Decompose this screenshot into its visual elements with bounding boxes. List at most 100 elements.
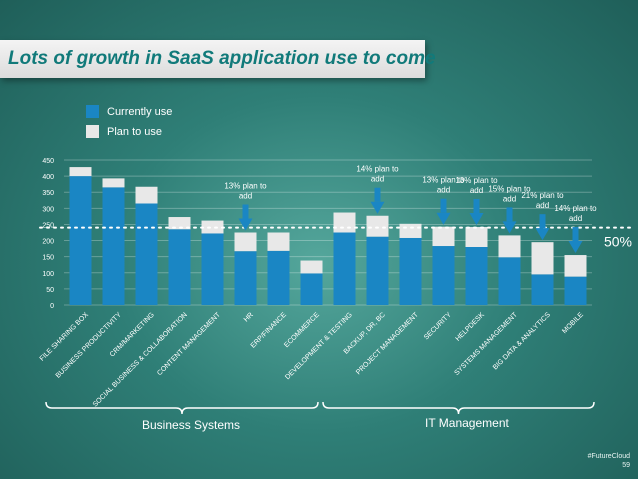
y-axis: 0 50 100 150 200 250 300 350 400 450 [42, 158, 54, 310]
x-tick-label: MOBILE [561, 311, 585, 335]
x-tick-label: SYSTEMS MANAGEMENT [453, 311, 519, 377]
y-tick-label: 450 [42, 158, 54, 165]
annotation-text: 21% plan to [521, 191, 564, 200]
legend-current-swatch [86, 105, 99, 118]
legend-current: Currently use [86, 105, 172, 118]
plan-arrow-icon [469, 199, 484, 226]
arrow-head [469, 213, 484, 226]
plan-arrow-icon [436, 198, 451, 225]
x-tick-label: BIG DATA & ANALYTICS [492, 311, 552, 371]
bar-plan [564, 255, 587, 277]
arrow-shaft [539, 214, 546, 229]
bar-current [465, 247, 488, 305]
bar-plan [399, 223, 422, 238]
bar-plan [366, 215, 389, 237]
arrow-shaft [572, 227, 579, 242]
annotation-text: add [569, 214, 582, 223]
bar-plan [168, 217, 191, 230]
annotation-text: 14% plan to [356, 165, 399, 174]
arrow-head [370, 201, 385, 214]
y-tick-label: 100 [42, 271, 54, 278]
x-tick-label: DEVELOPMENT & TESTING [284, 311, 354, 381]
x-tick-label: BUSINESS PRODUCTIVITY [55, 311, 123, 379]
annotation-text: 13% plan to [422, 176, 465, 185]
y-tick-label: 400 [42, 174, 54, 181]
arrow-shaft [440, 198, 447, 213]
bar-current [201, 233, 224, 305]
legend-plan-label: Plan to use [107, 125, 163, 138]
annotation-text: add [371, 175, 384, 184]
y-tick-label: 350 [42, 190, 54, 197]
bar-current [102, 187, 125, 305]
bar-plan [300, 260, 323, 274]
arrow-head [568, 241, 583, 254]
arrow-head [502, 221, 517, 234]
it-management-brace [322, 401, 595, 415]
annotation-text: 13% plan to [224, 182, 267, 191]
arrow-shaft [242, 204, 249, 219]
bar-plan [267, 232, 290, 251]
bar-current [399, 237, 422, 305]
bar-current [135, 203, 158, 305]
group-label-it: IT Management [425, 416, 509, 430]
bar-current [168, 229, 191, 305]
annotation-text: 13% plan to [455, 176, 498, 185]
x-tick-label: CONTENT MANAGEMENT [156, 311, 222, 377]
title-bar: Lots of growth in SaaS application use t… [0, 40, 436, 78]
arrow-head [535, 228, 550, 241]
group-braces [45, 401, 595, 415]
annotation-text: 15% plan to [488, 184, 531, 193]
annotation-text: add [437, 186, 450, 195]
bar-plan [135, 186, 158, 204]
y-tick-label: 50 [46, 287, 54, 294]
annotation-text: add [239, 192, 252, 201]
y-tick-label: 150 [42, 255, 54, 262]
bar-current [333, 232, 356, 305]
bar-plan [531, 242, 554, 275]
plan-arrow-icon [535, 214, 550, 241]
arrow-head [238, 218, 253, 231]
bar-current [432, 246, 455, 305]
threshold-label: 50% [604, 234, 632, 250]
x-tick-label: HR [243, 311, 255, 323]
bar-plan [465, 227, 488, 247]
bar-plan [102, 178, 125, 188]
threshold-line: 50% [39, 226, 633, 250]
y-tick-label: 200 [42, 239, 54, 246]
annotation-text: add [503, 194, 516, 203]
annotation-text: add [536, 201, 549, 210]
arrow-shaft [506, 207, 513, 222]
x-tick-label: ECOMMERCE [283, 311, 321, 349]
x-tick-label: HELPDESK [455, 311, 487, 343]
y-tick-label: 250 [42, 222, 54, 229]
bar-plan [432, 226, 455, 247]
bar-plan [201, 220, 224, 234]
bar-plan [69, 167, 92, 177]
bar-current [69, 176, 92, 305]
slide-title: Lots of growth in SaaS application use t… [8, 48, 436, 69]
business-systems-brace [45, 401, 319, 415]
arrow-shaft [374, 187, 381, 202]
bar-current [531, 274, 554, 305]
plan-arrow-icon [502, 207, 517, 234]
bar-current [300, 273, 323, 305]
plan-arrow-icon [568, 227, 583, 254]
arrow-head [436, 212, 451, 225]
legend-plan-swatch [86, 125, 99, 138]
plan-arrow-icon [370, 187, 385, 214]
bar-current [366, 236, 389, 305]
y-tick-label: 0 [50, 303, 54, 310]
annotation-text: 14% plan to [554, 204, 597, 213]
x-tick-label: PROJECT MANAGEMENT [355, 311, 420, 376]
group-label-business: Business Systems [142, 418, 241, 432]
bar-plan [333, 212, 356, 233]
bar-current [267, 250, 290, 305]
bar-current [564, 276, 587, 305]
y-tick-label: 300 [42, 206, 54, 213]
bar-plan [498, 235, 521, 258]
bar-plan [234, 232, 257, 252]
annotation-text: add [470, 186, 483, 195]
